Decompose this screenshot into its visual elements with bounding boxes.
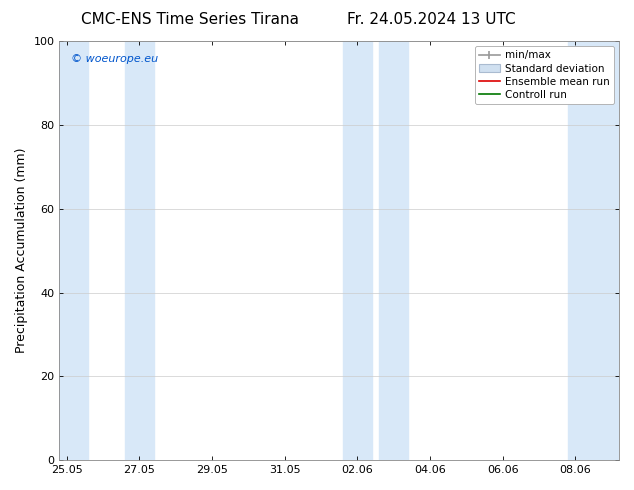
Bar <box>125 41 154 460</box>
Bar <box>379 41 408 460</box>
Text: © woeurope.eu: © woeurope.eu <box>70 53 158 64</box>
Legend: min/max, Standard deviation, Ensemble mean run, Controll run: min/max, Standard deviation, Ensemble me… <box>475 46 614 104</box>
Text: CMC-ENS Time Series Tirana: CMC-ENS Time Series Tirana <box>81 12 299 27</box>
Bar <box>568 41 619 460</box>
Text: Fr. 24.05.2024 13 UTC: Fr. 24.05.2024 13 UTC <box>347 12 515 27</box>
Bar <box>343 41 372 460</box>
Y-axis label: Precipitation Accumulation (mm): Precipitation Accumulation (mm) <box>15 148 28 353</box>
Bar <box>60 41 89 460</box>
